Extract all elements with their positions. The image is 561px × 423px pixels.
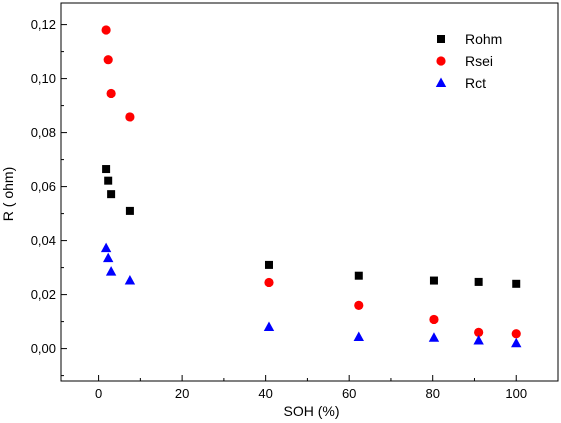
rsei-point [511,329,521,339]
legend-marker-rct [435,77,447,87]
rohm-point [107,190,116,199]
y-tick-label: 0,00 [31,341,56,356]
x-tick-label: 20 [175,386,189,401]
rohm-point [125,206,134,215]
y-tick-label: 0,08 [31,125,56,140]
rct-point [353,331,364,341]
legend-label-rohm: Rohm [465,31,502,47]
y-tick-label: 0,02 [31,287,56,302]
x-tick-label: 80 [425,386,439,401]
y-tick-labels: 0,00 0,02 0,04 0,06 0,08 0,10 0,12 [31,17,56,356]
rsei-point [125,112,135,122]
rohm-point [429,276,438,285]
x-tick-label: 0 [95,386,102,401]
series-rsei [101,25,521,339]
series-rohm [102,165,521,288]
rsei-point [354,300,364,310]
plot-frame [60,2,559,382]
rct-point [100,242,112,253]
rsei-point [429,314,439,325]
axis-ticks [61,24,517,381]
rct-point [511,337,522,348]
y-tick-label: 0,12 [31,17,56,32]
legend-label-rsei: Rsei [465,53,493,69]
rct-point [428,332,440,342]
rohm-point [102,165,111,174]
rct-point [105,266,117,276]
rsei-point [264,277,274,288]
y-axis-title: R ( ohm) [0,167,16,221]
rct-point [124,275,136,285]
x-tick-label: 100 [505,386,527,401]
x-axis-title: SOH (%) [284,403,340,419]
rsei-point [103,55,113,65]
rohm-point [354,271,363,280]
rct-point [263,321,275,331]
rsei-point [106,88,116,99]
x-tick-label: 40 [258,386,272,401]
rct-point [102,252,114,263]
rsei-point [101,25,111,35]
x-tick-labels: 0 20 40 60 80 100 [95,386,527,401]
rohm-point [264,260,273,269]
rsei-point [474,327,484,337]
y-tick-label: 0,04 [31,233,56,248]
y-tick-label: 0,10 [31,71,56,86]
y-tick-label: 0,06 [31,179,56,194]
rct-point [473,335,484,345]
legend: Rohm Rsei Rct [435,31,502,91]
legend-marker-rohm [437,35,445,43]
rohm-point [512,279,521,288]
rohm-point [104,176,113,185]
rohm-point [474,277,483,286]
legend-marker-rsei [436,56,446,66]
x-tick-label: 60 [342,386,356,401]
legend-label-rct: Rct [465,75,486,91]
data-points [100,25,522,348]
series-rct [100,242,522,348]
